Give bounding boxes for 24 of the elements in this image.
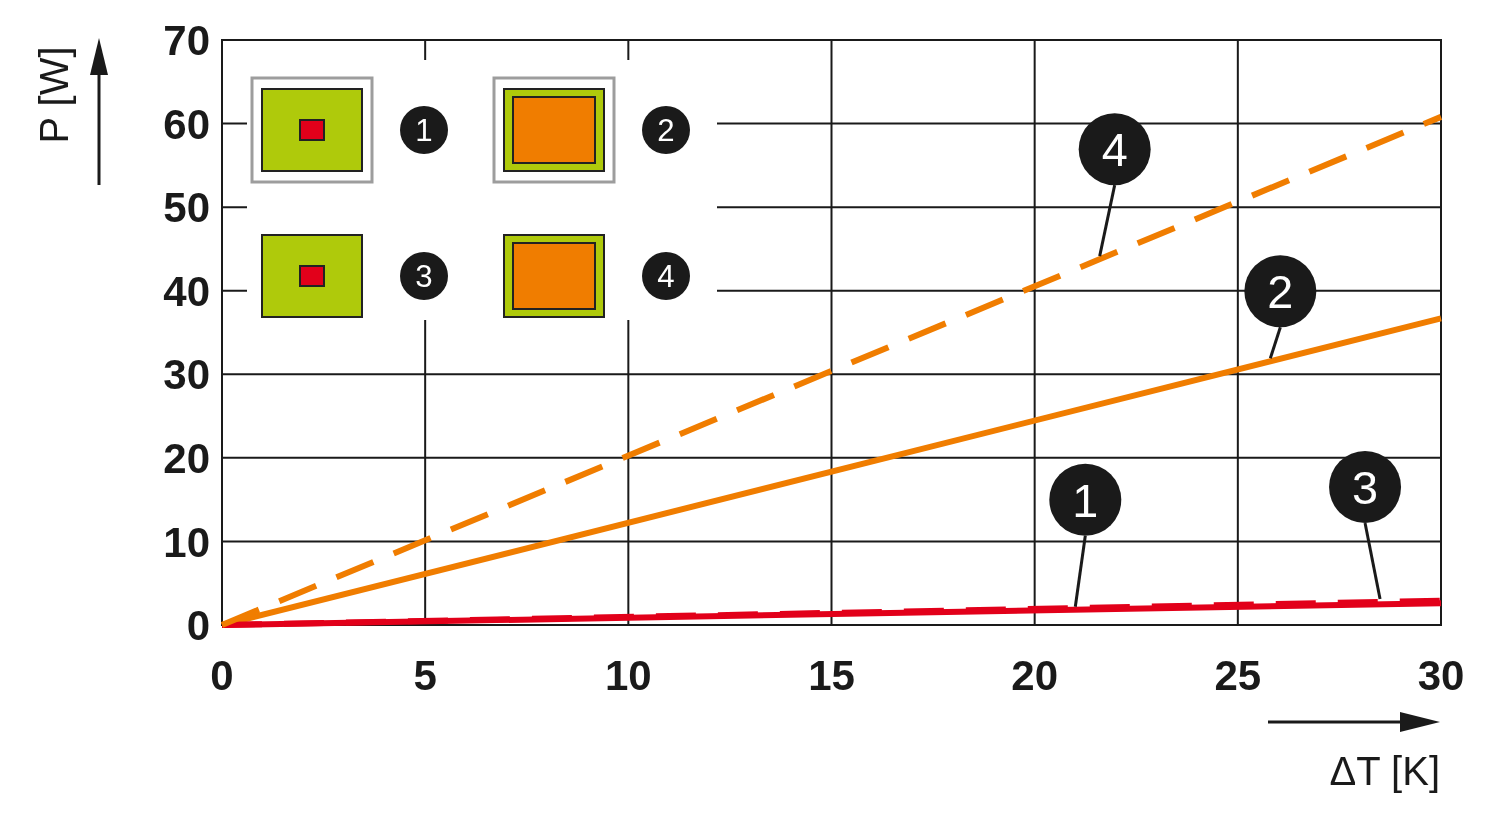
- y-tick-label: 20: [163, 434, 210, 482]
- y-tick-label: 0: [186, 602, 210, 650]
- x-tick-label: 25: [1214, 652, 1262, 699]
- x-tick-label: 30: [1417, 652, 1465, 699]
- x-tick-label: 5: [413, 652, 437, 699]
- y-tick-label: 30: [163, 351, 210, 399]
- y-tick-label: 10: [163, 518, 210, 566]
- legend-label: 4: [657, 259, 675, 295]
- series-label: 1: [1072, 474, 1099, 527]
- y-axis-title: P [W]: [32, 46, 76, 144]
- series-label: 3: [1352, 461, 1379, 514]
- legend-label: 2: [657, 113, 675, 149]
- text: 3: [415, 259, 433, 295]
- y-tick-label: 70: [163, 17, 210, 65]
- y-tick-label: 40: [163, 267, 210, 315]
- y-tick-label: 60: [163, 100, 210, 148]
- x-tick-label: 15: [808, 652, 855, 699]
- y-tick-label: 50: [163, 184, 210, 232]
- text: 2: [1267, 266, 1294, 319]
- text: 1: [415, 113, 433, 149]
- x-tick-label: 10: [604, 652, 652, 699]
- x-axis-title: ΔT [K]: [1329, 749, 1440, 793]
- x-tick-label: 20: [1011, 652, 1059, 699]
- text: 4: [1101, 124, 1128, 177]
